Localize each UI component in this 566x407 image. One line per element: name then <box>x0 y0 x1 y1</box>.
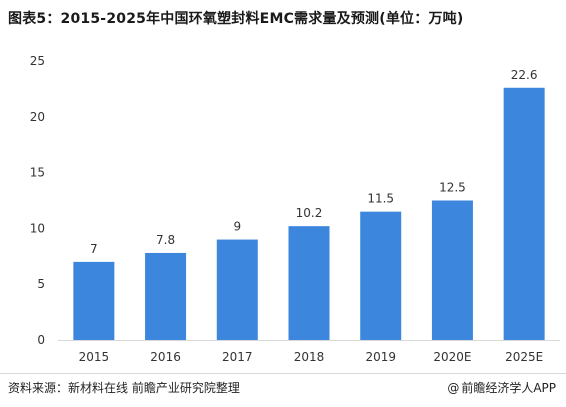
data-label: 7 <box>90 242 98 256</box>
data-labels: 7 7.8 9 10.2 11.5 12.5 22.6 <box>90 68 537 256</box>
x-tick-label: 2019 <box>365 350 396 364</box>
data-label: 10.2 <box>296 206 323 220</box>
x-tick-label: 2020E <box>433 350 471 364</box>
x-tick-label: 2025E <box>505 350 543 364</box>
x-tick-label: 2016 <box>150 350 181 364</box>
y-tick-label: 5 <box>37 277 45 291</box>
y-tick-label: 20 <box>30 110 45 124</box>
y-tick-label: 25 <box>30 54 45 68</box>
at-icon: @ <box>447 380 460 395</box>
x-axis: 2015 2016 2017 2018 2019 2020E 2025E <box>79 350 544 364</box>
y-axis: 0 5 10 15 20 25 <box>30 54 45 347</box>
data-label: 22.6 <box>511 68 538 82</box>
bar <box>216 239 258 340</box>
bar <box>73 261 115 340</box>
footer-divider <box>0 373 566 374</box>
bar <box>503 87 545 340</box>
bars <box>73 87 545 340</box>
bar <box>360 211 402 340</box>
bar <box>145 252 187 340</box>
y-tick-label: 0 <box>37 333 45 347</box>
bar <box>288 226 330 340</box>
x-tick-label: 2015 <box>79 350 110 364</box>
y-tick-label: 15 <box>30 166 45 180</box>
source-note: 资料来源：新材料在线 前瞻产业研究院整理 <box>8 381 240 395</box>
watermark-text: 前瞻经济学人APP <box>461 381 556 395</box>
bar <box>431 200 473 340</box>
data-label: 11.5 <box>367 192 394 206</box>
data-label: 9 <box>233 220 241 234</box>
watermark: @ 前瞻经济学人APP <box>447 379 556 396</box>
x-tick-label: 2018 <box>294 350 325 364</box>
x-tick-label: 2017 <box>222 350 253 364</box>
y-tick-label: 10 <box>30 221 45 235</box>
data-label: 7.8 <box>156 233 175 247</box>
data-label: 12.5 <box>439 181 466 195</box>
chart-title: 图表5：2015-2025年中国环氧塑封料EMC需求量及预测(单位：万吨) <box>8 11 464 27</box>
